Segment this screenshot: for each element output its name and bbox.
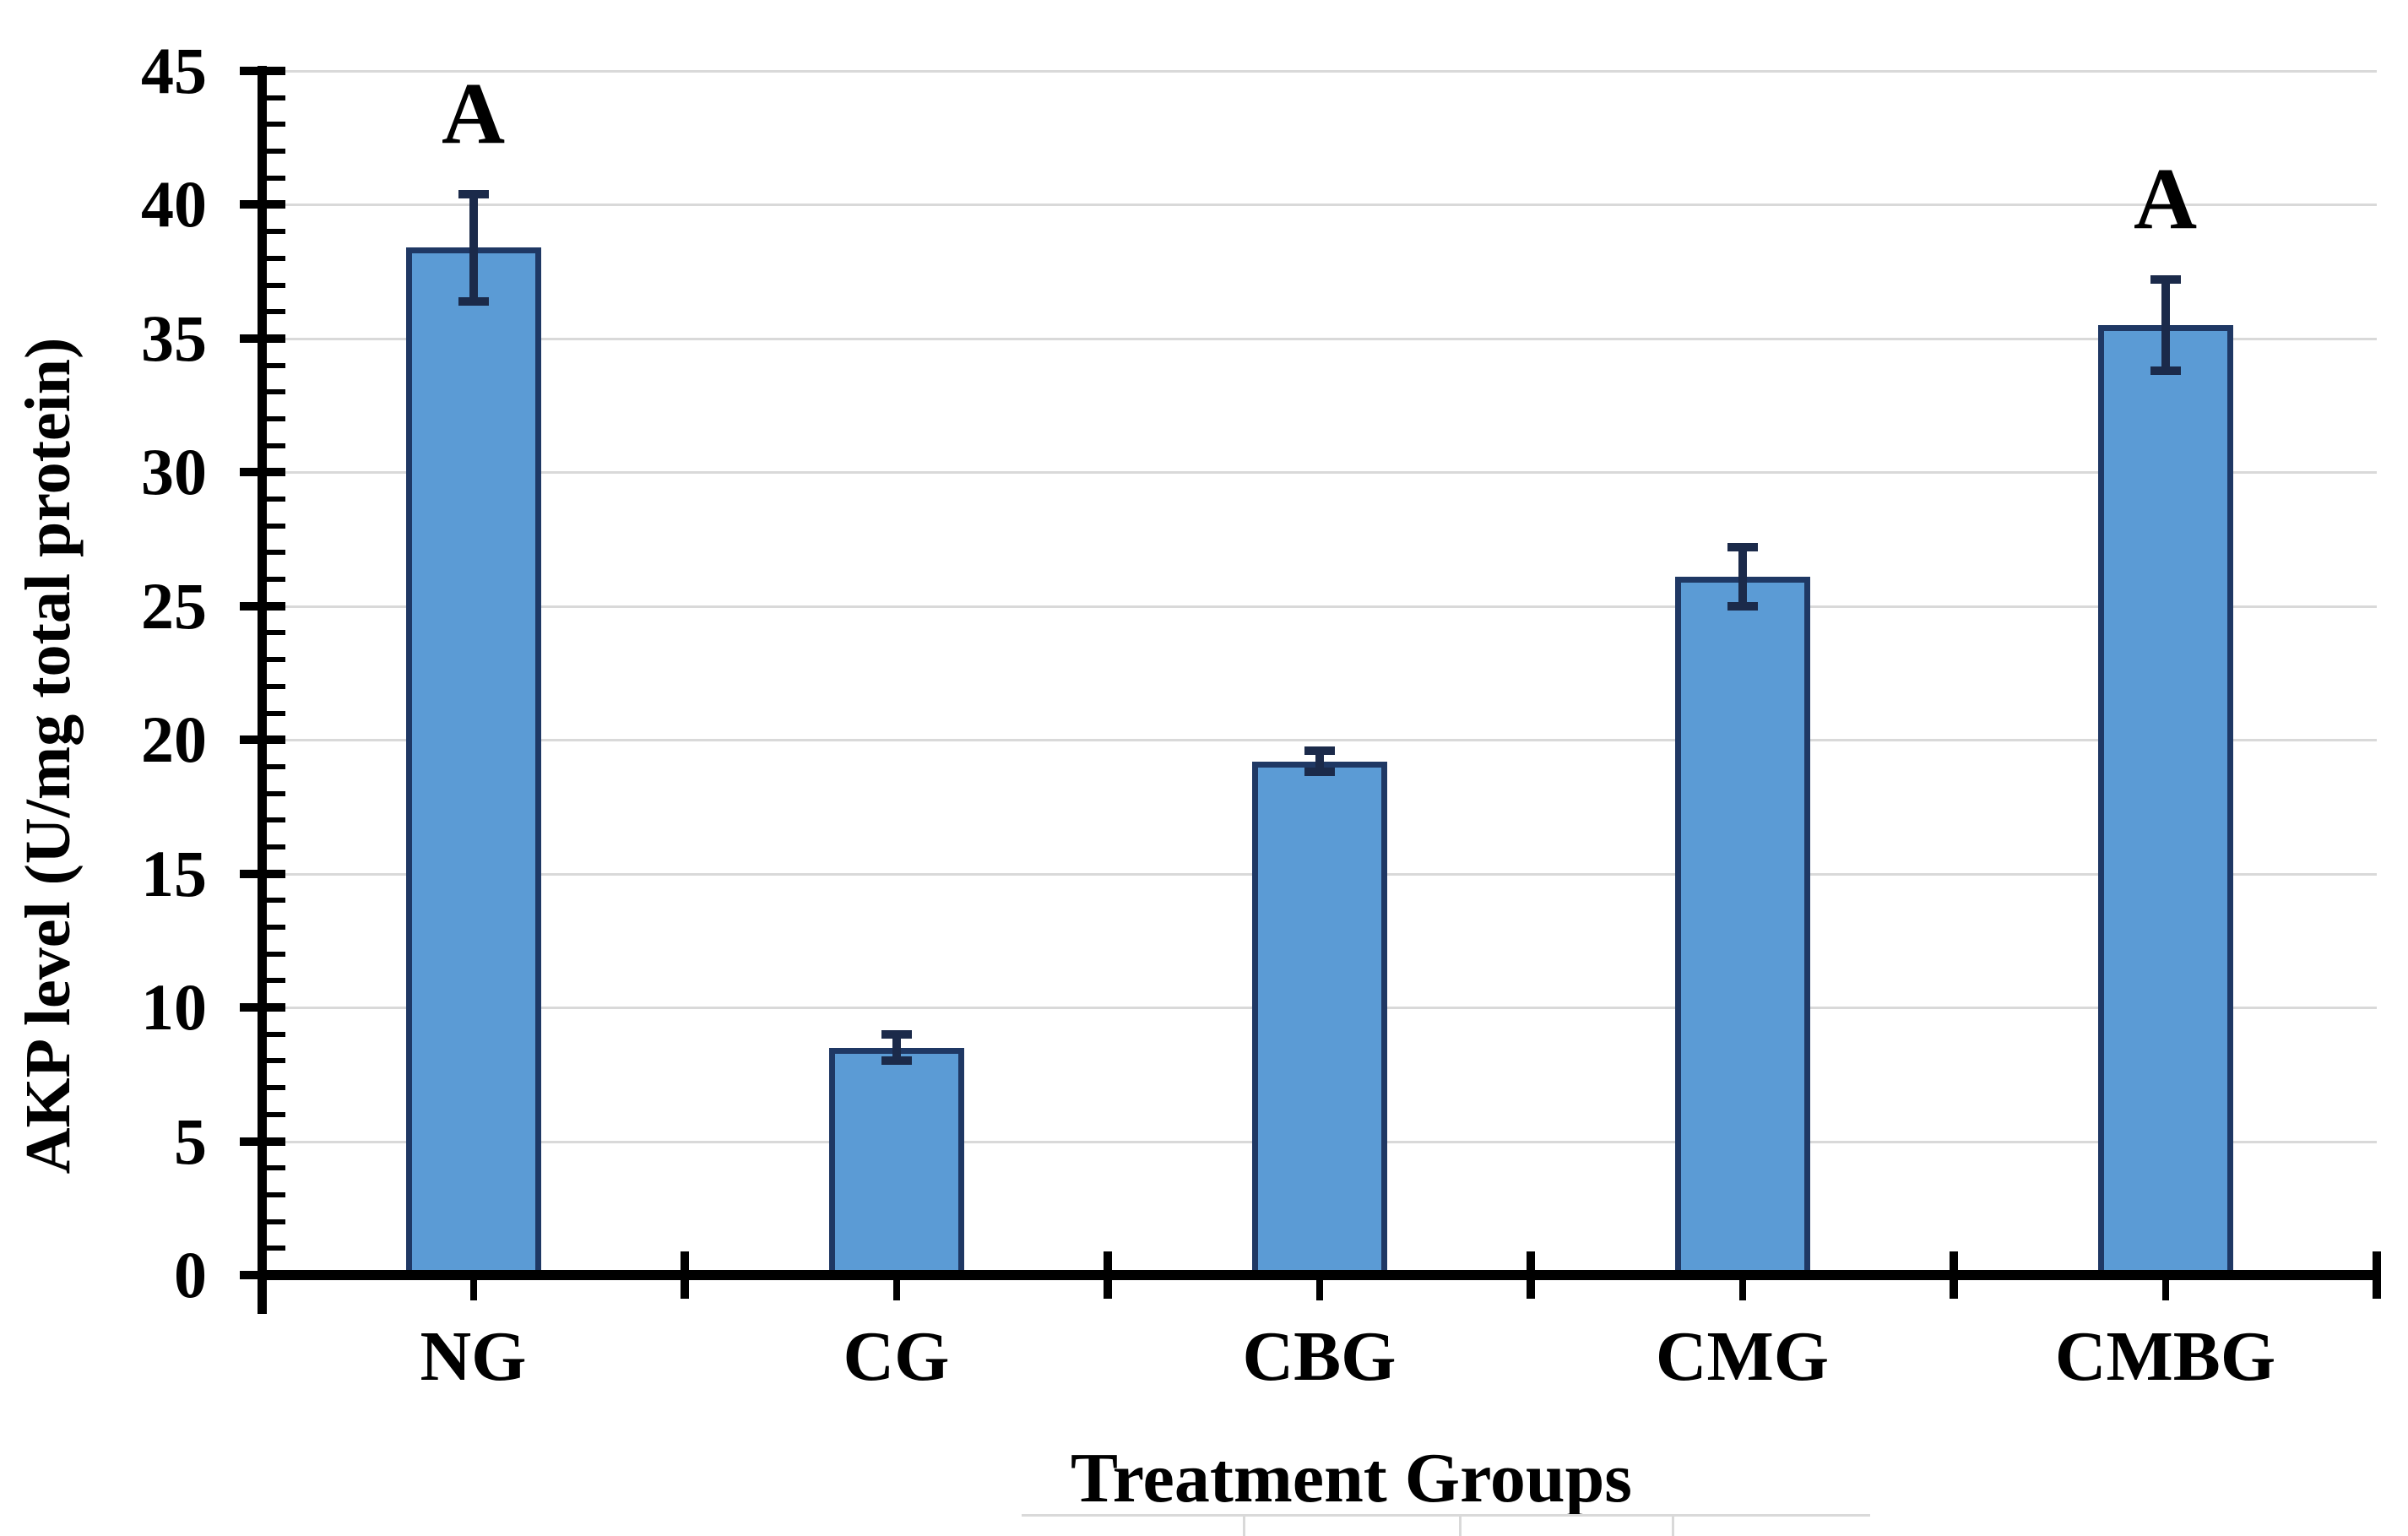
- y-minor-tick: [266, 523, 285, 529]
- error-cap-top-NG: [458, 189, 489, 198]
- gridline: [262, 471, 2377, 475]
- y-minor-tick: [266, 1111, 285, 1117]
- y-minor-tick: [266, 1058, 285, 1064]
- annotation-CMBG: A: [2133, 150, 2198, 248]
- error-cap-bottom-CMG: [1727, 601, 1758, 611]
- gridline: [262, 70, 2377, 73]
- error-cap-bottom-CG: [881, 1056, 912, 1066]
- error-bar-NG: [469, 193, 478, 301]
- x-tick-label-CMG: CMG: [1655, 1317, 1830, 1396]
- bar-CG: [828, 1047, 964, 1278]
- cropped-table-column-divider: [1672, 1517, 1674, 1536]
- y-minor-tick: [266, 683, 285, 689]
- x-minor-tick: [469, 1280, 477, 1300]
- y-tick-label-20: 20: [141, 703, 207, 777]
- y-minor-tick: [266, 550, 285, 556]
- error-bar-CBG: [1315, 750, 1324, 773]
- y-minor-tick: [266, 229, 285, 235]
- error-cap-top-CG: [881, 1029, 912, 1039]
- x-axis-title: Treatment Groups: [1071, 1439, 1632, 1517]
- error-cap-top-CBG: [1304, 746, 1335, 755]
- x-tick-label-NG: NG: [420, 1317, 527, 1396]
- gridline: [262, 605, 2377, 608]
- error-bar-CMBG: [2161, 280, 2170, 371]
- x-minor-tick: [1315, 1280, 1323, 1300]
- y-tick-label-5: 5: [174, 1104, 207, 1178]
- y-tick-label-45: 45: [141, 34, 207, 107]
- bar-CMBG: [2097, 325, 2233, 1278]
- y-minor-tick: [266, 763, 285, 769]
- y-minor-tick: [266, 282, 285, 288]
- x-tick-label-CMBG: CMBG: [2054, 1317, 2276, 1396]
- error-bar-CMG: [1738, 547, 1747, 606]
- y-minor-tick: [266, 149, 285, 155]
- y-minor-tick: [266, 389, 285, 395]
- bar-CMG: [1674, 576, 1810, 1278]
- y-minor-tick: [266, 442, 285, 448]
- y-minor-tick: [266, 175, 285, 181]
- cropped-table-column-divider: [1243, 1517, 1245, 1536]
- gridline: [262, 204, 2377, 207]
- y-minor-tick: [266, 925, 285, 931]
- x-tick-label-CBG: CBG: [1242, 1317, 1397, 1396]
- x-tick-label-CG: CG: [843, 1317, 950, 1396]
- y-tick-label-15: 15: [141, 836, 207, 910]
- y-minor-tick: [266, 1085, 285, 1091]
- y-minor-tick: [266, 657, 285, 663]
- y-minor-tick: [266, 122, 285, 128]
- x-axis-line: [258, 1270, 2381, 1280]
- y-axis-line: [258, 66, 267, 1314]
- y-minor-tick: [266, 309, 285, 315]
- y-minor-tick: [266, 844, 285, 849]
- y-tick-label-25: 25: [141, 568, 207, 643]
- y-tick-label-0: 0: [174, 1238, 207, 1311]
- cropped-table-column-divider: [1459, 1517, 1462, 1536]
- y-tick-label-35: 35: [141, 301, 207, 375]
- y-minor-tick: [266, 817, 285, 823]
- error-cap-top-CMG: [1727, 543, 1758, 552]
- y-minor-tick: [266, 1031, 285, 1037]
- y-tick-label-40: 40: [141, 167, 207, 242]
- gridline: [262, 337, 2377, 340]
- y-minor-tick: [266, 577, 285, 583]
- error-cap-bottom-NG: [458, 296, 489, 306]
- gridline: [262, 739, 2377, 742]
- y-minor-tick: [266, 710, 285, 716]
- y-minor-tick: [266, 1246, 285, 1251]
- y-minor-tick: [266, 1191, 285, 1197]
- error-cap-bottom-CBG: [1304, 768, 1335, 777]
- y-minor-tick: [266, 630, 285, 636]
- x-minor-tick: [892, 1280, 900, 1300]
- x-minor-tick: [1738, 1280, 1746, 1300]
- y-minor-tick: [266, 95, 285, 100]
- y-minor-tick: [266, 497, 285, 502]
- y-minor-tick: [266, 362, 285, 368]
- bar-NG: [405, 247, 541, 1278]
- y-tick-label-10: 10: [141, 970, 207, 1045]
- y-minor-tick: [266, 978, 285, 984]
- error-cap-top-CMBG: [2150, 275, 2181, 285]
- y-minor-tick: [266, 898, 285, 904]
- x-minor-tick: [2161, 1280, 2169, 1300]
- y-minor-tick: [266, 1218, 285, 1224]
- bar-CBG: [1251, 761, 1387, 1278]
- y-axis-title: AKP level (U/mg total protein): [13, 337, 84, 1175]
- y-minor-tick: [266, 1165, 285, 1171]
- y-minor-tick: [266, 790, 285, 796]
- y-minor-tick: [266, 255, 285, 261]
- error-bar-CG: [892, 1034, 901, 1061]
- y-minor-tick: [266, 415, 285, 421]
- y-tick-label-30: 30: [141, 435, 207, 509]
- y-minor-tick: [266, 951, 285, 957]
- annotation-NG: A: [441, 64, 506, 162]
- error-cap-bottom-CMBG: [2150, 366, 2181, 375]
- cropped-table-top-border: [1022, 1514, 1870, 1517]
